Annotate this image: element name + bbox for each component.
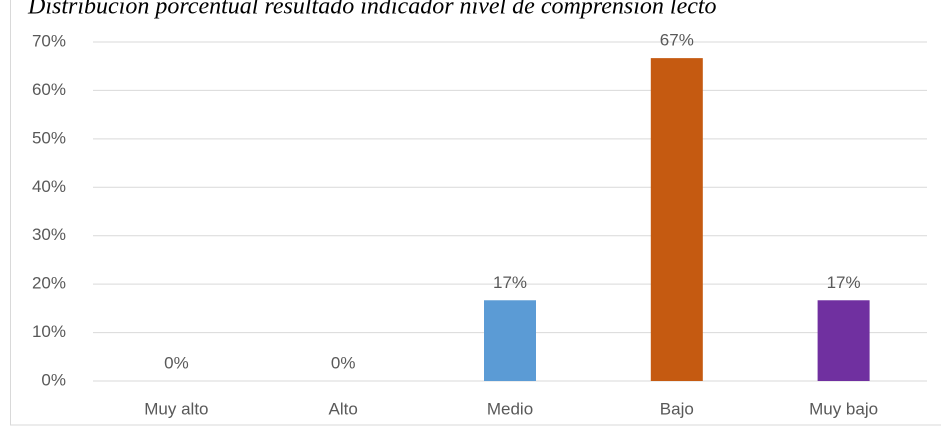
value-label: 0% [164,353,189,372]
bar [817,300,870,381]
x-tick-label: Muy bajo [809,399,878,418]
y-tick-label: 60% [32,80,66,99]
y-tick-label: 0% [41,370,66,389]
y-tick-label: 30% [32,225,66,244]
x-tick-label: Muy alto [144,399,208,418]
y-tick-label: 40% [32,177,66,196]
value-label: 17% [827,273,861,292]
value-label: 67% [660,31,694,50]
x-tick-label: Alto [329,399,358,418]
value-label: 0% [331,353,356,372]
x-tick-label: Medio [487,399,533,418]
y-tick-label: 50% [32,128,66,147]
y-tick-label: 10% [32,322,66,341]
x-tick-label: Bajo [660,399,694,418]
y-tick-label: 20% [32,274,66,293]
bar [484,300,536,381]
chart-title: Distribución porcentual resultado indica… [27,0,717,20]
y-tick-label: 70% [32,31,66,50]
value-label: 17% [493,273,527,292]
chart-border [10,0,941,426]
bar [650,58,703,382]
